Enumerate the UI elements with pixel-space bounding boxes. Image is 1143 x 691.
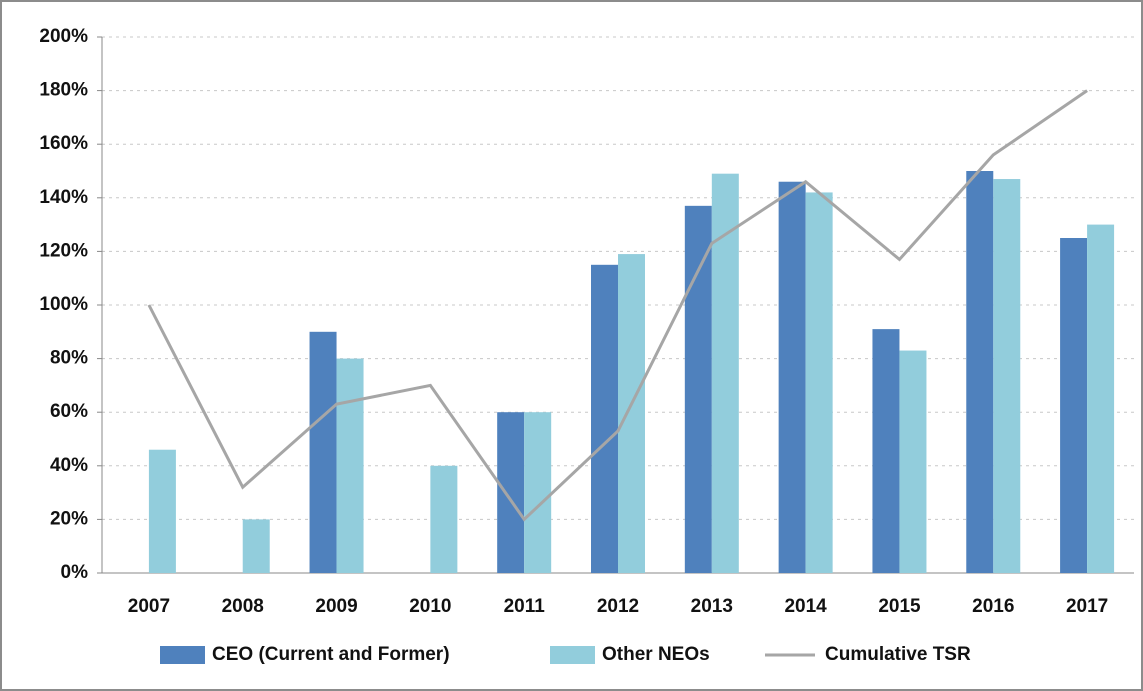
x-tick-label: 2014 — [784, 596, 827, 617]
bar — [993, 179, 1021, 574]
bar — [899, 350, 927, 573]
x-tick-label: 2017 — [1066, 596, 1108, 617]
bar — [148, 449, 176, 573]
legend-swatch — [550, 646, 595, 664]
bar — [591, 264, 618, 573]
bar — [309, 331, 337, 573]
x-tick-label: 2011 — [504, 596, 546, 617]
bar — [242, 519, 270, 573]
bar — [778, 181, 806, 573]
x-tick-label: 2007 — [128, 596, 170, 617]
y-tick-label: 60% — [50, 401, 88, 422]
bar — [1060, 238, 1088, 573]
x-tick-label: 2013 — [691, 596, 733, 617]
y-tick-label: 160% — [39, 133, 88, 154]
bar — [618, 254, 645, 573]
bar — [430, 465, 458, 573]
y-tick-label: 120% — [39, 240, 88, 261]
bar — [966, 171, 994, 573]
y-tick-label: 20% — [50, 508, 88, 529]
y-tick-label: 180% — [39, 80, 88, 101]
y-tick-label: 140% — [39, 187, 88, 208]
legend-label: Cumulative TSR — [825, 644, 971, 665]
y-tick-label: 100% — [39, 294, 88, 315]
legend-swatch — [160, 646, 205, 664]
bar — [872, 329, 900, 573]
line — [147, 89, 1088, 522]
bar — [336, 358, 364, 573]
y-tick-label: 200% — [39, 26, 88, 47]
bar — [805, 192, 833, 573]
x-tick-label: 2009 — [315, 596, 357, 617]
x-tick-label: 2015 — [878, 596, 921, 617]
bar — [684, 205, 712, 573]
legend-label: CEO (Current and Former) — [212, 644, 450, 665]
x-tick-label: 2010 — [409, 596, 451, 617]
y-tick-label: 40% — [50, 455, 88, 476]
bar — [497, 412, 525, 573]
y-tick-label: 0% — [61, 562, 89, 583]
y-tick-label: 80% — [50, 348, 88, 369]
x-tick-label: 2012 — [597, 596, 639, 617]
bar — [1087, 224, 1115, 573]
x-tick-label: 2016 — [972, 596, 1014, 617]
legend-label: Other NEOs — [602, 644, 710, 665]
bar — [524, 412, 552, 573]
x-tick-label: 2008 — [222, 596, 264, 617]
